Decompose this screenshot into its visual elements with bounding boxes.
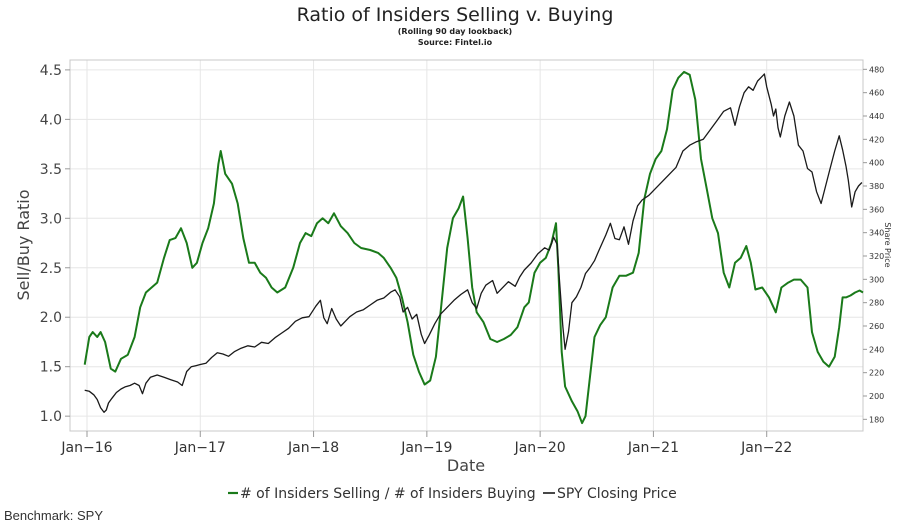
left-tick-label: 2.0 [40,310,62,326]
y-axis-left-label: Sell/Buy Ratio [14,189,33,300]
right-tick-label: 360 [869,205,884,214]
chart-svg: Ratio of Insiders Selling v. Buying (Rol… [14,4,892,502]
legend: # of Insiders Selling / # of Insiders Bu… [228,486,677,502]
right-tick-label: 180 [869,415,884,424]
left-tick-label: 3.0 [40,211,62,227]
right-tick-label: 420 [869,135,884,144]
right-tick-label: 380 [869,182,884,191]
chart-subtitle-2: Source: Fintel.io [418,38,493,47]
right-tick-label: 200 [869,392,884,401]
legend-label-spy: SPY Closing Price [557,486,677,502]
series-line-sell-buy-ratio [83,70,864,425]
x-axis-label: Date [447,456,485,475]
y-axis-right-label: Share Price [883,222,892,267]
x-tick-label: Jan−17 [174,440,226,456]
left-axis-ticks: 1.0 1.5 2.0 2.5 3.0 3.5 4.0 4.5 [40,63,70,425]
left-tick-label: 3.5 [40,162,62,178]
series-layer [83,70,864,425]
left-tick-label: 2.5 [40,261,62,277]
right-tick-label: 340 [869,229,884,238]
right-tick-label: 320 [869,252,884,261]
right-tick-label: 260 [869,322,884,331]
right-tick-label: 460 [869,89,884,98]
legend-label-ratio: # of Insiders Selling / # of Insiders Bu… [240,486,536,502]
x-tick-label: Jan−18 [287,440,339,456]
x-tick-label: Jan−21 [627,440,679,456]
grid [70,60,863,431]
right-axis-ticks: 180 200 220 240 260 280 300 320 340 360 380 400 420 4… [863,65,884,424]
left-tick-label: 1.5 [40,360,62,376]
x-tick-label: Jan−19 [400,440,452,456]
left-tick-label: 4.0 [40,112,62,128]
right-tick-label: 400 [869,159,884,168]
right-tick-label: 440 [869,112,884,121]
benchmark-note: Benchmark: SPY [4,508,103,523]
right-tick-label: 240 [869,345,884,354]
x-axis-ticks: Jan−16 Jan−17 Jan−18 Jan−19 Jan−20 Jan−21 Jan−… [60,431,792,456]
right-tick-label: 480 [869,65,884,74]
plot-border [69,59,864,432]
left-tick-label: 4.5 [40,63,62,79]
x-tick-label: Jan−16 [60,440,112,456]
chart-subtitle-1: (Rolling 90 day lookback) [398,27,512,36]
right-tick-label: 220 [869,369,884,378]
right-tick-label: 280 [869,299,884,308]
chart-title: Ratio of Insiders Selling v. Buying [297,4,614,26]
right-tick-label: 300 [869,275,884,284]
x-tick-label: Jan−22 [740,440,792,456]
x-tick-label: Jan−20 [514,440,566,456]
left-tick-label: 1.0 [40,409,62,425]
series-line-spy-price [84,73,863,413]
